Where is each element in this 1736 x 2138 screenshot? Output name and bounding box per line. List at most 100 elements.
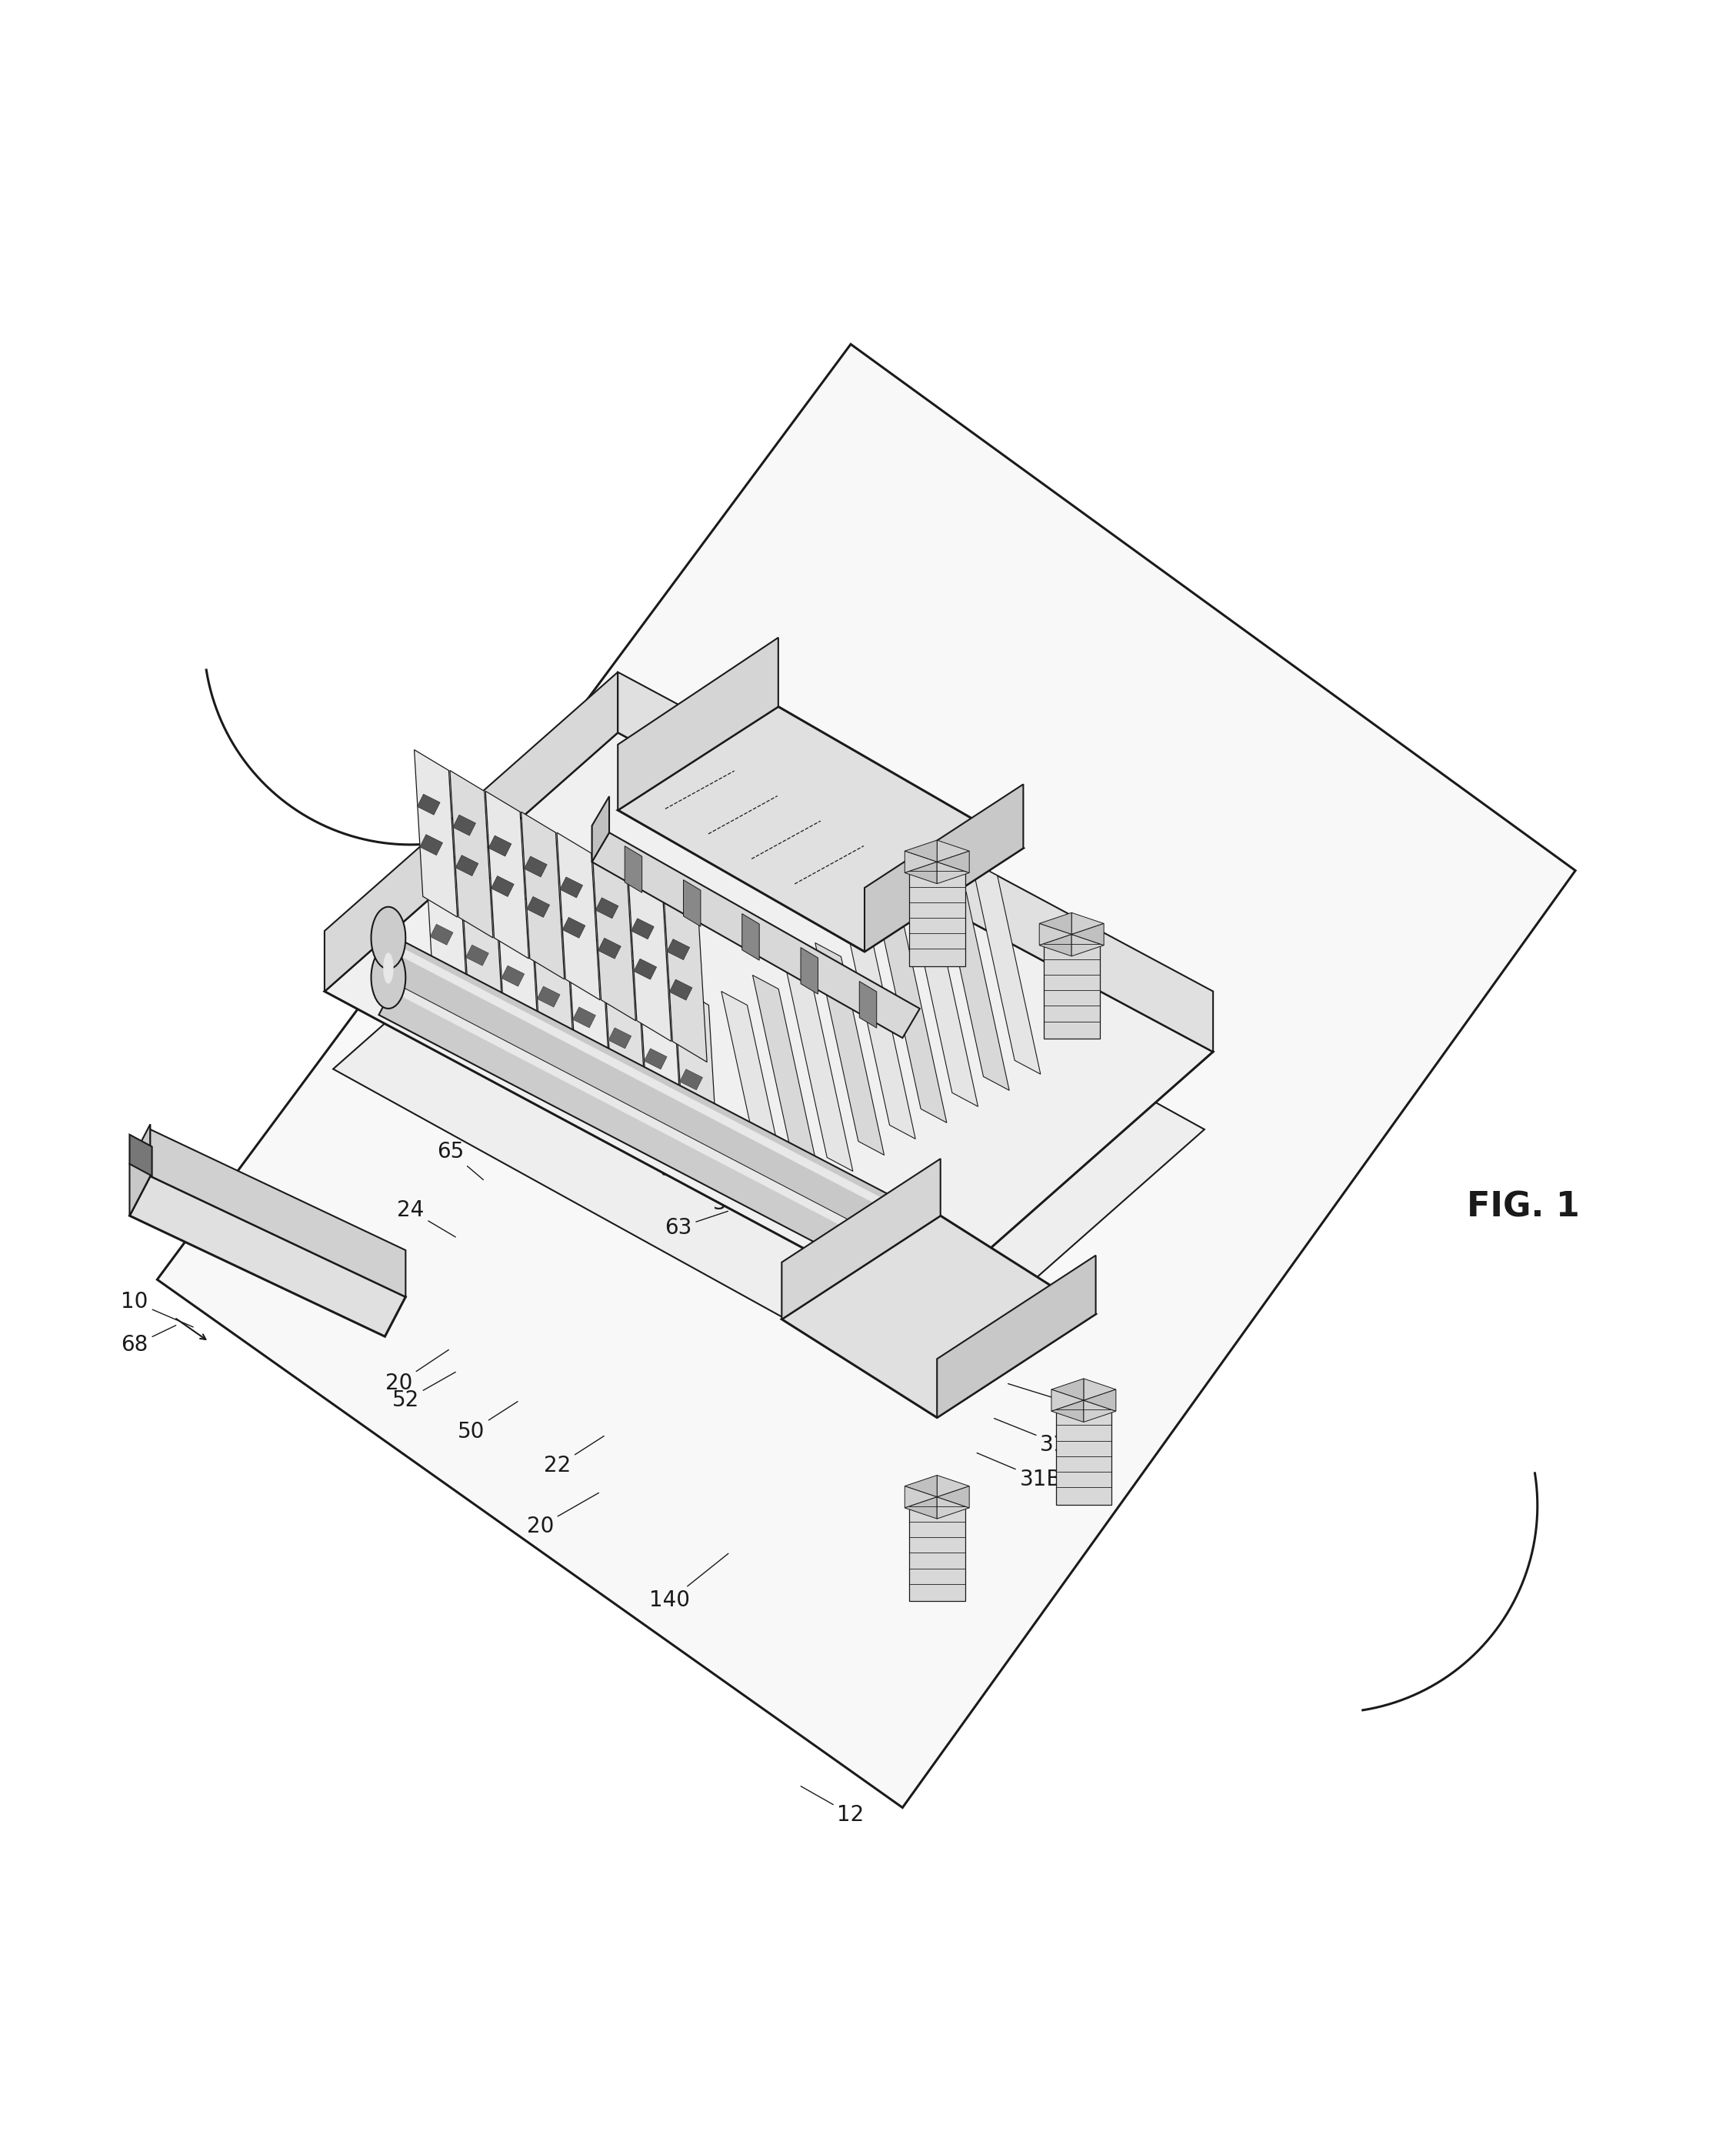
Polygon shape bbox=[781, 1217, 1095, 1417]
Text: 30: 30 bbox=[713, 1187, 771, 1214]
Text: 33: 33 bbox=[708, 1097, 762, 1120]
Polygon shape bbox=[670, 979, 693, 1001]
Polygon shape bbox=[1052, 1400, 1083, 1422]
Text: 20: 20 bbox=[526, 1492, 599, 1537]
Polygon shape bbox=[1071, 913, 1104, 934]
Polygon shape bbox=[1071, 924, 1104, 945]
Polygon shape bbox=[496, 881, 540, 1048]
Polygon shape bbox=[910, 894, 977, 1107]
Polygon shape bbox=[785, 960, 852, 1172]
Polygon shape bbox=[904, 851, 937, 872]
Text: 68: 68 bbox=[122, 1326, 175, 1355]
Polygon shape bbox=[536, 986, 561, 1007]
Polygon shape bbox=[1043, 943, 1099, 1039]
Polygon shape bbox=[847, 926, 915, 1140]
Polygon shape bbox=[531, 902, 575, 1069]
Polygon shape bbox=[722, 992, 790, 1204]
Polygon shape bbox=[677, 1028, 700, 1050]
Polygon shape bbox=[1083, 1379, 1116, 1400]
Polygon shape bbox=[325, 671, 618, 992]
Polygon shape bbox=[667, 939, 689, 960]
Polygon shape bbox=[592, 795, 609, 862]
Polygon shape bbox=[904, 1475, 937, 1497]
Polygon shape bbox=[1040, 924, 1071, 945]
Text: 40: 40 bbox=[713, 1045, 771, 1071]
Polygon shape bbox=[384, 954, 394, 983]
Polygon shape bbox=[568, 921, 611, 1090]
Text: 140: 140 bbox=[649, 1554, 729, 1612]
Polygon shape bbox=[741, 913, 759, 960]
Text: 50: 50 bbox=[458, 1403, 517, 1443]
Polygon shape bbox=[427, 883, 450, 904]
Polygon shape bbox=[207, 669, 443, 845]
Polygon shape bbox=[941, 879, 1009, 1090]
Text: 63: 63 bbox=[665, 1212, 727, 1238]
Polygon shape bbox=[609, 1028, 632, 1048]
Polygon shape bbox=[642, 1009, 665, 1028]
Polygon shape bbox=[625, 847, 642, 894]
Polygon shape bbox=[937, 1497, 969, 1518]
Polygon shape bbox=[606, 988, 628, 1009]
Polygon shape bbox=[488, 836, 512, 857]
Polygon shape bbox=[859, 981, 877, 1028]
Text: 31C: 31C bbox=[995, 1417, 1082, 1456]
Polygon shape bbox=[521, 812, 564, 979]
Polygon shape bbox=[130, 1135, 153, 1176]
Text: 22: 22 bbox=[543, 1437, 604, 1477]
Polygon shape bbox=[526, 896, 550, 917]
Polygon shape bbox=[1071, 934, 1104, 956]
Polygon shape bbox=[465, 945, 488, 966]
Polygon shape bbox=[391, 983, 958, 1285]
Polygon shape bbox=[618, 706, 1023, 951]
Polygon shape bbox=[628, 874, 672, 1041]
Polygon shape bbox=[524, 857, 547, 877]
Polygon shape bbox=[415, 750, 457, 917]
Polygon shape bbox=[684, 881, 701, 926]
Polygon shape bbox=[910, 870, 965, 966]
Polygon shape bbox=[486, 791, 529, 958]
Polygon shape bbox=[569, 966, 594, 988]
Polygon shape bbox=[333, 810, 1205, 1388]
Polygon shape bbox=[618, 671, 1213, 1052]
Text: 12: 12 bbox=[800, 1785, 865, 1826]
Polygon shape bbox=[460, 859, 503, 1028]
Polygon shape bbox=[1052, 1379, 1083, 1400]
Polygon shape bbox=[1040, 934, 1071, 956]
Polygon shape bbox=[865, 785, 1023, 951]
Polygon shape bbox=[878, 911, 946, 1122]
Polygon shape bbox=[937, 1475, 969, 1497]
Text: 31D: 31D bbox=[1009, 1383, 1101, 1415]
Polygon shape bbox=[639, 964, 682, 1131]
Polygon shape bbox=[1083, 1400, 1116, 1422]
Polygon shape bbox=[535, 945, 557, 966]
Polygon shape bbox=[937, 840, 969, 862]
Polygon shape bbox=[450, 770, 493, 939]
Polygon shape bbox=[937, 1486, 969, 1507]
Polygon shape bbox=[1363, 1473, 1538, 1710]
Polygon shape bbox=[1040, 913, 1071, 934]
Polygon shape bbox=[753, 975, 821, 1187]
Polygon shape bbox=[972, 862, 1040, 1073]
Polygon shape bbox=[904, 862, 937, 883]
Polygon shape bbox=[455, 855, 479, 877]
Polygon shape bbox=[937, 862, 969, 883]
Polygon shape bbox=[816, 943, 884, 1155]
Polygon shape bbox=[602, 943, 646, 1110]
Polygon shape bbox=[1083, 1390, 1116, 1411]
Text: 20: 20 bbox=[385, 1349, 448, 1394]
Polygon shape bbox=[431, 924, 453, 945]
Polygon shape bbox=[378, 939, 960, 1268]
Polygon shape bbox=[130, 1176, 406, 1336]
Polygon shape bbox=[904, 1497, 937, 1518]
Polygon shape bbox=[592, 853, 635, 1020]
Polygon shape bbox=[491, 877, 514, 896]
Polygon shape bbox=[632, 919, 654, 939]
Polygon shape bbox=[425, 840, 467, 1007]
Polygon shape bbox=[937, 851, 969, 872]
Polygon shape bbox=[562, 917, 585, 939]
Text: 10: 10 bbox=[122, 1291, 193, 1328]
Polygon shape bbox=[151, 1129, 406, 1298]
Polygon shape bbox=[634, 958, 656, 979]
Polygon shape bbox=[592, 832, 920, 1037]
Text: 65: 65 bbox=[437, 1142, 483, 1180]
